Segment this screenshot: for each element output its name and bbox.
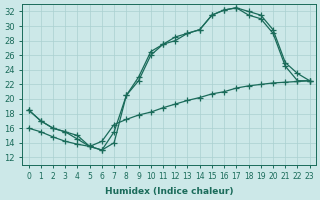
X-axis label: Humidex (Indice chaleur): Humidex (Indice chaleur) [105,187,233,196]
